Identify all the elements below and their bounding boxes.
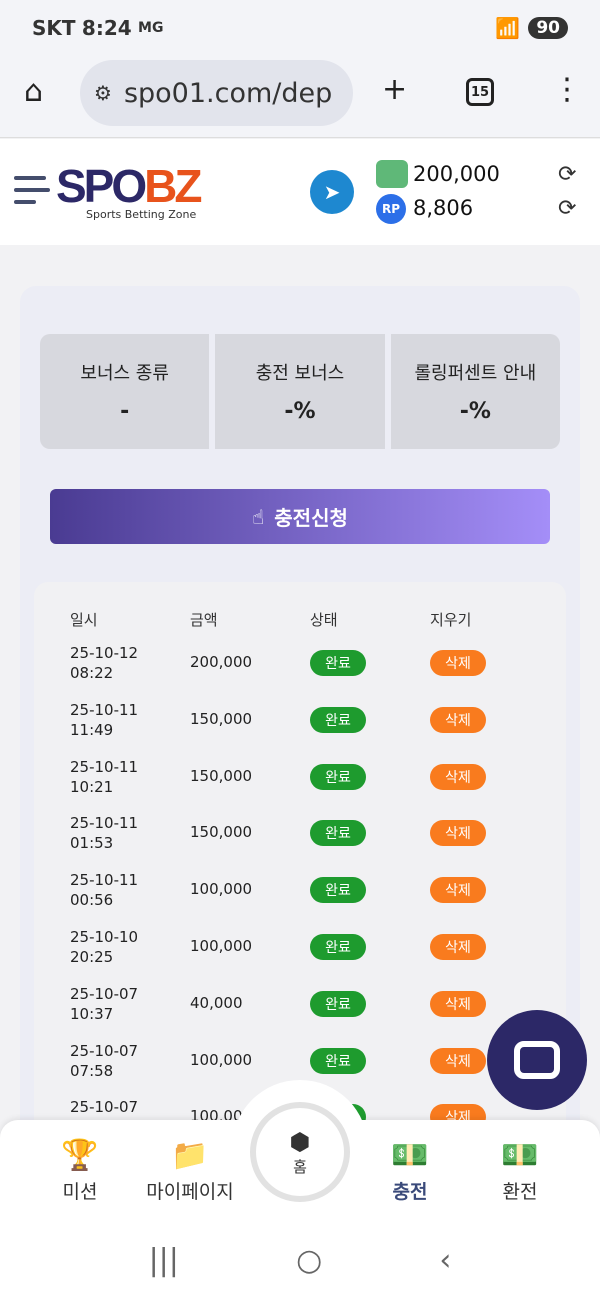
col-delete: 지우기	[430, 611, 472, 629]
deposit-icon: 💵	[391, 1138, 429, 1173]
telegram-icon[interactable]: ➤	[310, 170, 354, 214]
row-datetime: 25-10-10 20:25	[70, 928, 139, 966]
col-date: 일시	[70, 611, 98, 629]
rolling-percent: 롤링퍼센트 안내 -%	[390, 334, 560, 449]
withdraw-icon: 💵	[501, 1138, 539, 1173]
status-badge: 완료	[310, 820, 366, 847]
row-amount: 100,000	[190, 880, 253, 899]
delete-button[interactable]: 삭제	[430, 650, 486, 676]
money-balance: 200,000	[413, 162, 500, 186]
more-menu-icon[interactable]: ⋮	[552, 72, 582, 107]
row-amount: 150,000	[190, 823, 253, 842]
table-row: 25-10-11 11:49 150,000 완료 삭제	[0, 700, 600, 756]
delete-button[interactable]: 삭제	[430, 820, 486, 847]
battery-indicator: 90	[528, 17, 568, 39]
table-row: 25-10-11 10:21 150,000 완료 삭제	[0, 757, 600, 813]
site-header: SPOBZ Sports Betting Zone	[0, 139, 600, 245]
url-bar[interactable]: ⚙ spo01.com/dep	[80, 60, 353, 126]
row-amount: 40,000	[190, 993, 243, 1012]
col-status: 상태	[310, 611, 338, 629]
status-badge: 완료	[310, 763, 366, 790]
home-button-icon[interactable]: ○	[296, 1242, 323, 1278]
carrier: SKT	[32, 16, 76, 40]
row-amount: 200,000	[190, 653, 253, 671]
trophy-icon: 🏆	[61, 1138, 99, 1173]
hamburger-menu-icon[interactable]	[14, 176, 50, 212]
row-datetime: 25-10-07	[70, 1098, 139, 1117]
row-datetime: 25-10-07 07:58	[70, 1041, 139, 1080]
row-amount: 150,000	[190, 766, 253, 785]
nav-home[interactable]: ⬢ 홈	[232, 1080, 368, 1210]
status-badge: 완료	[310, 1047, 366, 1074]
table-row: 25-10-07 10:37 40,000 완료 삭제	[0, 984, 600, 1040]
row-datetime: 25-10-11 10:21	[70, 757, 139, 796]
deposit-bonus: 충전 보너스 -%	[215, 334, 385, 449]
site-logo[interactable]: SPOBZ	[56, 160, 203, 212]
bonus-type: 보너스 종류 -	[40, 334, 210, 449]
row-amount: 100,000	[190, 1050, 253, 1069]
delete-button[interactable]: 삭제	[430, 763, 486, 790]
points-icon: RP	[376, 194, 406, 224]
status-badge: 완료	[310, 706, 366, 733]
row-datetime: 25-10-11 11:49	[70, 700, 139, 739]
status-badge: 완료	[310, 877, 366, 904]
table-row: 25-10-10 20:25 100,000 완료 삭제	[0, 927, 600, 983]
row-amount: 150,000	[190, 709, 253, 728]
row-datetime: 25-10-11 00:56	[70, 871, 139, 910]
tab-switcher-button[interactable]: 15	[466, 78, 494, 106]
url-text: spo01.com/dep	[123, 77, 333, 109]
status-badge: 완료	[310, 990, 366, 1017]
browser-toolbar: ⌂ ⚙ spo01.com/dep + 15 ⋮	[0, 56, 600, 138]
bonus-info: 보너스 종류 - 충전 보너스 -% 롤링퍼센트 안내 -%	[40, 334, 560, 449]
notification-badge: MG	[138, 20, 164, 36]
delete-button[interactable]: 삭제	[430, 706, 486, 733]
nav-mission[interactable]: 🏆 미션	[25, 1138, 135, 1204]
table-row: 25-10-11 01:53 150,000 완료 삭제	[0, 813, 600, 869]
clock: 8:24	[81, 16, 132, 40]
delete-button[interactable]: 삭제	[430, 877, 486, 904]
refresh-money-icon[interactable]: ⟳	[558, 162, 577, 187]
table-row: 25-10-12 08:22 200,000 완료 삭제	[0, 643, 600, 699]
chat-button[interactable]	[487, 1010, 587, 1110]
nav-mypage[interactable]: 📁 마이페이지	[135, 1138, 245, 1204]
nav-withdraw[interactable]: 💵 환전	[465, 1138, 575, 1204]
points-balance: 8,806	[413, 196, 474, 220]
deposit-apply-button[interactable]: ☝ 충전신청	[50, 489, 550, 544]
delete-button[interactable]: 삭제	[430, 1047, 486, 1074]
row-amount: 100,000	[190, 937, 253, 955]
delete-button[interactable]: 삭제	[430, 990, 486, 1017]
status-bar: SKT 8:24 MG 📶 90	[0, 0, 600, 56]
refresh-points-icon[interactable]: ⟳	[558, 196, 577, 221]
back-icon[interactable]: ‹	[439, 1242, 452, 1278]
site-settings-icon[interactable]: ⚙	[94, 81, 112, 105]
nav-deposit[interactable]: 💵 충전	[355, 1138, 465, 1204]
col-amount: 금액	[190, 611, 218, 629]
chat-icon	[514, 1041, 560, 1079]
new-tab-icon[interactable]: +	[382, 72, 408, 107]
delete-button[interactable]: 삭제	[430, 934, 486, 960]
row-datetime: 25-10-12 08:22	[70, 644, 139, 682]
recents-icon[interactable]: |||	[148, 1242, 179, 1278]
folder-icon: 📁	[171, 1138, 209, 1173]
status-badge: 완료	[310, 650, 366, 676]
status-badge: 완료	[310, 934, 366, 960]
cash-icon	[376, 160, 408, 188]
system-nav: ||| ○ ‹	[0, 1220, 600, 1300]
table-row: 25-10-11 00:56 100,000 완료 삭제	[0, 870, 600, 926]
table-row: 25-10-07 07:58 100,000 완료 삭제	[0, 1041, 600, 1097]
logo-tagline: Sports Betting Zone	[86, 208, 197, 221]
home-logo-icon: ⬢	[289, 1127, 311, 1156]
hand-icon: ☝	[252, 504, 265, 529]
row-datetime: 25-10-07 10:37	[70, 984, 139, 1023]
row-datetime: 25-10-11 01:53	[70, 814, 139, 853]
wifi-icon: 📶	[495, 16, 521, 40]
home-icon[interactable]: ⌂	[24, 74, 44, 109]
